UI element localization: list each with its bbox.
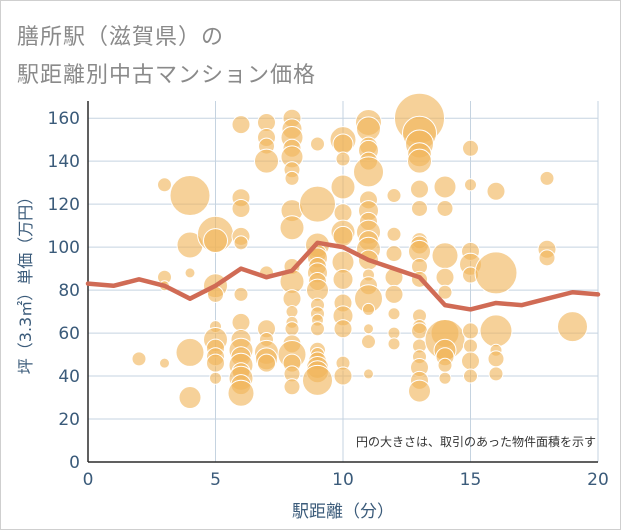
data-bubble [435, 267, 455, 287]
data-bubble [387, 326, 401, 340]
data-bubble [203, 228, 228, 254]
data-bubble [231, 198, 251, 218]
data-bubble [231, 312, 251, 332]
data-bubble [284, 170, 300, 186]
data-bubble [386, 226, 402, 242]
data-bubble [302, 364, 333, 396]
data-bubble [310, 321, 325, 337]
data-bubble [411, 199, 428, 217]
data-bubble [433, 175, 457, 199]
data-bubble [408, 379, 431, 403]
data-bubble [384, 284, 404, 304]
data-bubble [437, 357, 453, 373]
y-axis-label: 坪（3.3㎡）単価（万円） [16, 189, 35, 374]
data-bubble [184, 267, 196, 279]
data-bubble [407, 148, 432, 174]
data-bubble [410, 179, 429, 199]
data-bubble [310, 136, 325, 152]
data-bubble [463, 338, 478, 354]
data-bubble [479, 314, 513, 348]
data-bubble [539, 170, 555, 186]
data-bubble [254, 148, 279, 174]
data-bubble [486, 181, 506, 201]
data-bubble [332, 133, 354, 155]
data-bubble [557, 311, 588, 343]
data-bubble [169, 175, 211, 217]
data-bubble [285, 305, 299, 319]
data-bubble [157, 177, 172, 193]
data-bubble [233, 286, 249, 302]
data-bubble [488, 366, 504, 382]
data-bubble [231, 115, 251, 135]
y-tick-label: 80 [58, 281, 80, 301]
data-bubble [436, 199, 454, 217]
y-tick-label: 140 [48, 152, 80, 172]
data-bubble [333, 319, 353, 339]
data-bubble [333, 366, 353, 386]
data-bubble [462, 139, 479, 157]
data-bubble [437, 284, 453, 300]
data-bubble [487, 350, 505, 368]
y-tick-label: 160 [48, 109, 80, 129]
data-bubble [332, 268, 354, 290]
data-bubble [159, 357, 170, 369]
data-bubble [387, 337, 401, 351]
average-line [85, 240, 601, 312]
chart-title-line2: 駅距離別中古マンション価格 [17, 63, 317, 88]
data-bubble [330, 174, 356, 200]
y-tick-label: 100 [48, 238, 80, 258]
data-bubble [463, 368, 478, 384]
data-bubble [363, 368, 374, 380]
data-bubble [206, 353, 225, 373]
data-bubble [131, 351, 147, 367]
data-bubble [279, 215, 305, 241]
data-bubble [233, 235, 249, 251]
data-bubble [474, 251, 518, 295]
data-bubble [353, 156, 384, 188]
data-bubble [461, 351, 480, 371]
x-tick-label: 5 [210, 470, 221, 490]
data-bubble [282, 289, 302, 309]
data-bubble [462, 322, 479, 340]
data-bubble [299, 185, 336, 223]
x-tick-label: 0 [83, 470, 94, 490]
data-bubble [431, 242, 459, 270]
y-tick-label: 0 [69, 453, 80, 473]
data-bubble [209, 371, 222, 385]
data-bubble [175, 337, 205, 367]
x-tick-label: 10 [332, 470, 354, 490]
data-bubble [332, 225, 354, 247]
data-bubble [283, 378, 301, 396]
data-bubble [284, 321, 300, 337]
data-bubble [333, 203, 353, 223]
data-bubble [178, 386, 202, 410]
data-bubble [385, 245, 403, 263]
data-bubble [387, 307, 401, 321]
data-bubble [464, 178, 477, 192]
y-tick-label: 40 [58, 367, 80, 387]
data-bubble [335, 151, 351, 167]
size-annotation: 円の大きさは、取引のあった物件面積を示す [356, 434, 596, 449]
data-bubble [386, 188, 402, 204]
data-bubble [438, 371, 452, 385]
data-bubble [257, 353, 276, 373]
data-bubble [363, 323, 374, 335]
y-tick-label: 20 [58, 410, 80, 430]
y-tick-label: 60 [58, 324, 80, 344]
x-axis-label: 駅距離（分） [292, 502, 394, 522]
data-bubble [538, 249, 556, 267]
x-tick-label: 20 [587, 470, 609, 490]
data-bubble [362, 302, 375, 316]
x-tick-label: 15 [460, 470, 482, 490]
y-tick-label: 120 [48, 195, 80, 215]
chart-title-line1: 膳所駅（滋賀県）の [17, 25, 225, 50]
data-bubble [361, 334, 376, 350]
data-bubble [227, 379, 255, 407]
